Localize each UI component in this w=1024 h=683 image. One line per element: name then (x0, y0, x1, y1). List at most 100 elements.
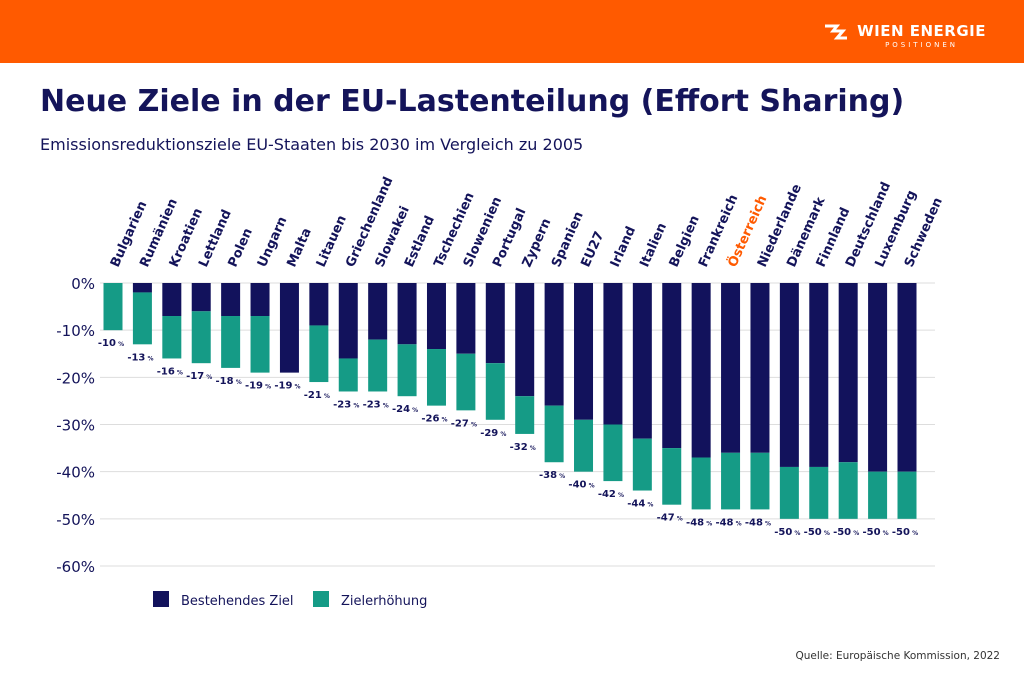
y-tick-label: -60% (56, 558, 95, 576)
data-label: -50 % (833, 527, 859, 538)
header-band (0, 0, 1024, 63)
page-title: Neue Ziele in der EU-Lastenteilung (Effo… (40, 84, 905, 119)
y-tick-label: -30% (56, 417, 95, 435)
data-label: -17 % (186, 371, 212, 382)
bar-zielerhoehung (368, 339, 388, 392)
bar-zielerhoehung (838, 462, 858, 519)
bar-bestehendes-ziel (691, 283, 711, 458)
bar-bestehendes-ziel (221, 283, 241, 317)
data-label: -13 % (127, 352, 153, 363)
bar-bestehendes-ziel (309, 283, 329, 326)
bar-zielerhoehung (485, 363, 505, 420)
x-tick-label: Malta (284, 226, 314, 270)
legend-label: Zielerhöhung (341, 594, 427, 609)
y-tick-label: -20% (56, 369, 95, 387)
bar-zielerhoehung (662, 448, 682, 505)
data-label: -18 % (216, 376, 242, 387)
bar-zielerhoehung (632, 438, 652, 491)
bar-bestehendes-ziel (838, 283, 858, 463)
bar-zielerhoehung (544, 405, 564, 463)
bar-bestehendes-ziel (779, 283, 799, 467)
bar-zielerhoehung (103, 283, 123, 331)
logo-icon (825, 24, 848, 40)
bar-zielerhoehung (397, 344, 417, 397)
bar-zielerhoehung (779, 466, 799, 519)
bar-bestehendes-ziel (868, 283, 888, 472)
bar-bestehendes-ziel (456, 283, 476, 354)
bar-bestehendes-ziel (368, 283, 388, 340)
bar-bestehendes-ziel (897, 283, 917, 472)
source-note: Quelle: Europäische Kommission, 2022 (795, 650, 1000, 662)
data-label: -29 % (480, 428, 506, 439)
data-label: -50 % (892, 527, 918, 538)
data-label: -24 % (392, 404, 418, 415)
bar-bestehendes-ziel (162, 283, 182, 317)
data-label: -40 % (568, 480, 594, 491)
bar-bestehendes-ziel (721, 283, 741, 453)
bar-zielerhoehung (338, 358, 358, 392)
bar-bestehendes-ziel (397, 283, 417, 345)
x-tick-label: Irland (608, 224, 639, 269)
bar-zielerhoehung (574, 419, 594, 472)
x-tick-label: Polen (226, 226, 256, 270)
bar-bestehendes-ziel (485, 283, 505, 364)
x-tick-label: EU27 (578, 229, 607, 269)
bar-bestehendes-ziel (662, 283, 682, 449)
bar-bestehendes-ziel (632, 283, 652, 439)
bar-zielerhoehung (603, 424, 623, 482)
y-tick-label: 0% (71, 275, 95, 293)
y-tick-label: -40% (56, 464, 95, 482)
data-label: -50 % (862, 527, 888, 538)
bar-bestehendes-ziel (515, 283, 535, 397)
bar-zielerhoehung (162, 316, 182, 359)
bar-bestehendes-ziel (250, 283, 270, 317)
data-label: -16 % (157, 366, 183, 377)
bar-zielerhoehung (691, 457, 711, 510)
bar-zielerhoehung (309, 325, 329, 383)
bar-zielerhoehung (191, 311, 211, 364)
legend-swatch (313, 591, 329, 607)
bar-bestehendes-ziel (426, 283, 446, 350)
y-tick-label: -50% (56, 511, 95, 529)
bar-bestehendes-ziel (191, 283, 211, 312)
bar-zielerhoehung (750, 452, 770, 510)
bar-zielerhoehung (221, 316, 241, 368)
bar-zielerhoehung (809, 466, 829, 519)
bar-zielerhoehung (132, 292, 152, 345)
y-tick-label: -10% (56, 322, 95, 340)
data-label: -19 % (245, 381, 271, 392)
bar-zielerhoehung (515, 396, 535, 434)
data-label: -26 % (421, 414, 447, 425)
bar-bestehendes-ziel (574, 283, 594, 420)
brand-sub: POSITIONEN (885, 41, 959, 49)
bar-bestehendes-ziel (809, 283, 829, 467)
data-label: -48 % (686, 517, 712, 528)
data-label: -38 % (539, 470, 565, 481)
x-tick-label: Italien (637, 221, 670, 270)
bar-bestehendes-ziel (603, 283, 623, 425)
bar-zielerhoehung (456, 353, 476, 411)
bar-zielerhoehung (897, 471, 917, 519)
bar-zielerhoehung (721, 452, 741, 510)
data-label: -32 % (510, 442, 536, 453)
bar-zielerhoehung (868, 471, 888, 519)
bar-bestehendes-ziel (279, 283, 299, 373)
bar-bestehendes-ziel (338, 283, 358, 359)
data-label: -21 % (304, 390, 330, 401)
bar-zielerhoehung (426, 349, 446, 406)
data-label: -42 % (598, 489, 624, 500)
data-label: -10 % (98, 338, 124, 349)
data-label: -48 % (715, 517, 741, 528)
bar-bestehendes-ziel (750, 283, 770, 453)
bar-zielerhoehung (250, 316, 270, 373)
data-label: -44 % (627, 499, 653, 510)
legend-swatch (153, 591, 169, 607)
brand-name: WIEN ENERGIE (857, 22, 986, 40)
subtitle: Emissionsreduktionsziele EU-Staaten bis … (40, 135, 584, 154)
legend-label: Bestehendes Ziel (181, 594, 294, 609)
data-label: -23 % (333, 399, 359, 410)
data-label: -50 % (804, 527, 830, 538)
data-label: -47 % (657, 513, 683, 524)
data-label: -48 % (745, 517, 771, 528)
